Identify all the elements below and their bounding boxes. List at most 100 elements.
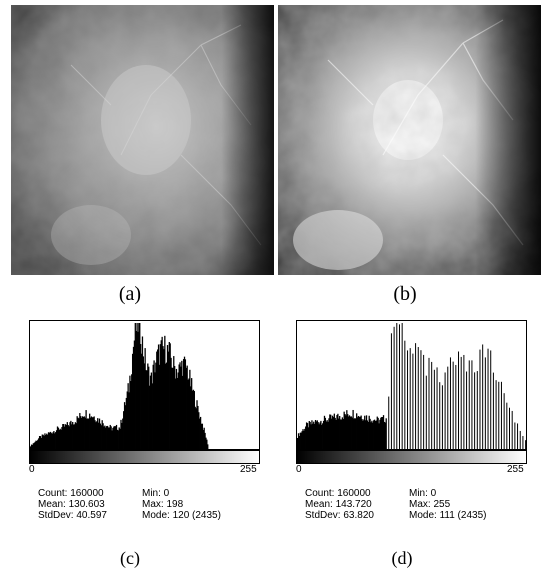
histogram-bin — [119, 428, 121, 449]
histogram-bin — [50, 432, 52, 449]
histogram-bin — [114, 426, 116, 449]
histogram-bin — [350, 416, 352, 449]
histogram-bin — [348, 415, 351, 449]
histogram-bin — [97, 418, 99, 449]
stddev-label: StdDev: 63.820 — [305, 510, 374, 521]
histogram-bin — [81, 416, 84, 449]
histogram-bin — [452, 361, 454, 449]
histogram-bin — [100, 425, 102, 449]
histogram-bin — [150, 372, 153, 449]
histogram-bin — [334, 417, 336, 449]
histogram-bin — [373, 419, 376, 449]
caption-d: (d) — [391, 548, 413, 568]
histogram-bin — [147, 363, 149, 449]
histogram-bin — [84, 417, 86, 449]
histogram-bin — [354, 418, 356, 449]
histogram-bin — [95, 422, 97, 449]
histogram-bin — [187, 379, 189, 449]
histogram-bin — [199, 418, 201, 449]
histogram-bin — [378, 423, 380, 449]
histogram-bin — [82, 417, 85, 449]
histogram-bin — [138, 323, 140, 449]
histogram-bin — [152, 364, 154, 449]
histogram-bin — [134, 323, 136, 449]
histogram-bin — [327, 421, 329, 449]
histogram-bin — [151, 383, 153, 449]
histogram-bin — [506, 402, 508, 449]
histogram-bin — [103, 426, 105, 449]
histogram-bin — [44, 433, 46, 449]
histogram-bin — [423, 354, 425, 449]
histogram-bin — [63, 426, 66, 449]
histogram-bin — [123, 411, 125, 449]
histogram-bin — [449, 357, 451, 449]
histogram-c-axis-max: 255 — [240, 464, 257, 475]
histogram-bin — [169, 343, 171, 449]
histogram-bin — [396, 323, 398, 449]
histogram-bin — [68, 426, 70, 449]
histogram-bin — [482, 344, 484, 449]
histogram-bin — [127, 383, 129, 449]
histogram-bin — [323, 415, 326, 449]
histogram-bin — [328, 418, 330, 449]
histogram-bin — [191, 378, 193, 449]
histogram-bin — [165, 362, 168, 449]
histogram-bin — [57, 427, 60, 449]
histogram-bin — [62, 424, 64, 449]
histogram-bin — [80, 416, 82, 449]
histogram-bin — [431, 361, 433, 449]
histogram-bin — [393, 326, 395, 449]
histogram-bin — [37, 439, 39, 449]
histogram-bin — [177, 372, 179, 449]
histogram-bin — [441, 385, 443, 449]
histogram-bin — [309, 421, 311, 449]
histogram-bin — [341, 417, 344, 449]
histogram-bin — [361, 419, 363, 449]
histogram-bin — [339, 416, 341, 449]
histogram-d-stats-right: Min: 0 Max: 255 Mode: 111 (2435) — [409, 488, 486, 521]
histogram-bin — [142, 356, 144, 449]
count-label: Count: 160000 — [305, 488, 371, 499]
histogram-bin — [123, 402, 126, 449]
histogram-bin — [525, 440, 526, 449]
histogram-bin — [48, 432, 51, 449]
histogram-bin — [342, 419, 344, 449]
histogram-bin — [108, 427, 111, 449]
histogram-bin — [322, 423, 324, 449]
histogram-bin — [116, 429, 119, 449]
histogram-bin — [205, 437, 207, 449]
histogram-bin — [511, 410, 513, 449]
histogram-bin — [106, 426, 108, 449]
histogram-bin — [304, 428, 306, 449]
histogram-bin — [315, 421, 318, 449]
histogram-bin — [31, 444, 34, 449]
histogram-bin — [184, 359, 187, 449]
histogram-bin — [149, 375, 152, 449]
histogram-bin — [191, 390, 194, 449]
histogram-bin — [168, 342, 170, 449]
histogram-bin — [166, 345, 169, 449]
histogram-bin — [133, 340, 136, 449]
histogram-bin — [93, 416, 95, 449]
histogram-bin — [176, 377, 178, 449]
histogram-bin — [47, 434, 49, 449]
histogram-bin — [479, 349, 481, 449]
histogram-bin — [167, 351, 170, 449]
histogram-bin — [298, 435, 301, 449]
histogram-bin — [83, 416, 85, 449]
histogram-bin — [140, 353, 143, 449]
histogram-bin — [91, 417, 94, 449]
histogram-bin — [384, 422, 386, 449]
histogram-bin — [299, 432, 301, 449]
histogram-bin — [196, 400, 198, 449]
histogram-bin — [308, 421, 310, 449]
histogram-bin — [407, 350, 409, 449]
histogram-bin — [107, 427, 110, 449]
histogram-bin — [500, 381, 502, 449]
histogram-bin — [302, 429, 304, 449]
histogram-bin — [30, 444, 33, 449]
histogram-bin — [377, 417, 379, 449]
histogram-bin — [517, 423, 519, 449]
mammogram-image-original — [11, 5, 274, 275]
histogram-bin — [379, 419, 381, 449]
